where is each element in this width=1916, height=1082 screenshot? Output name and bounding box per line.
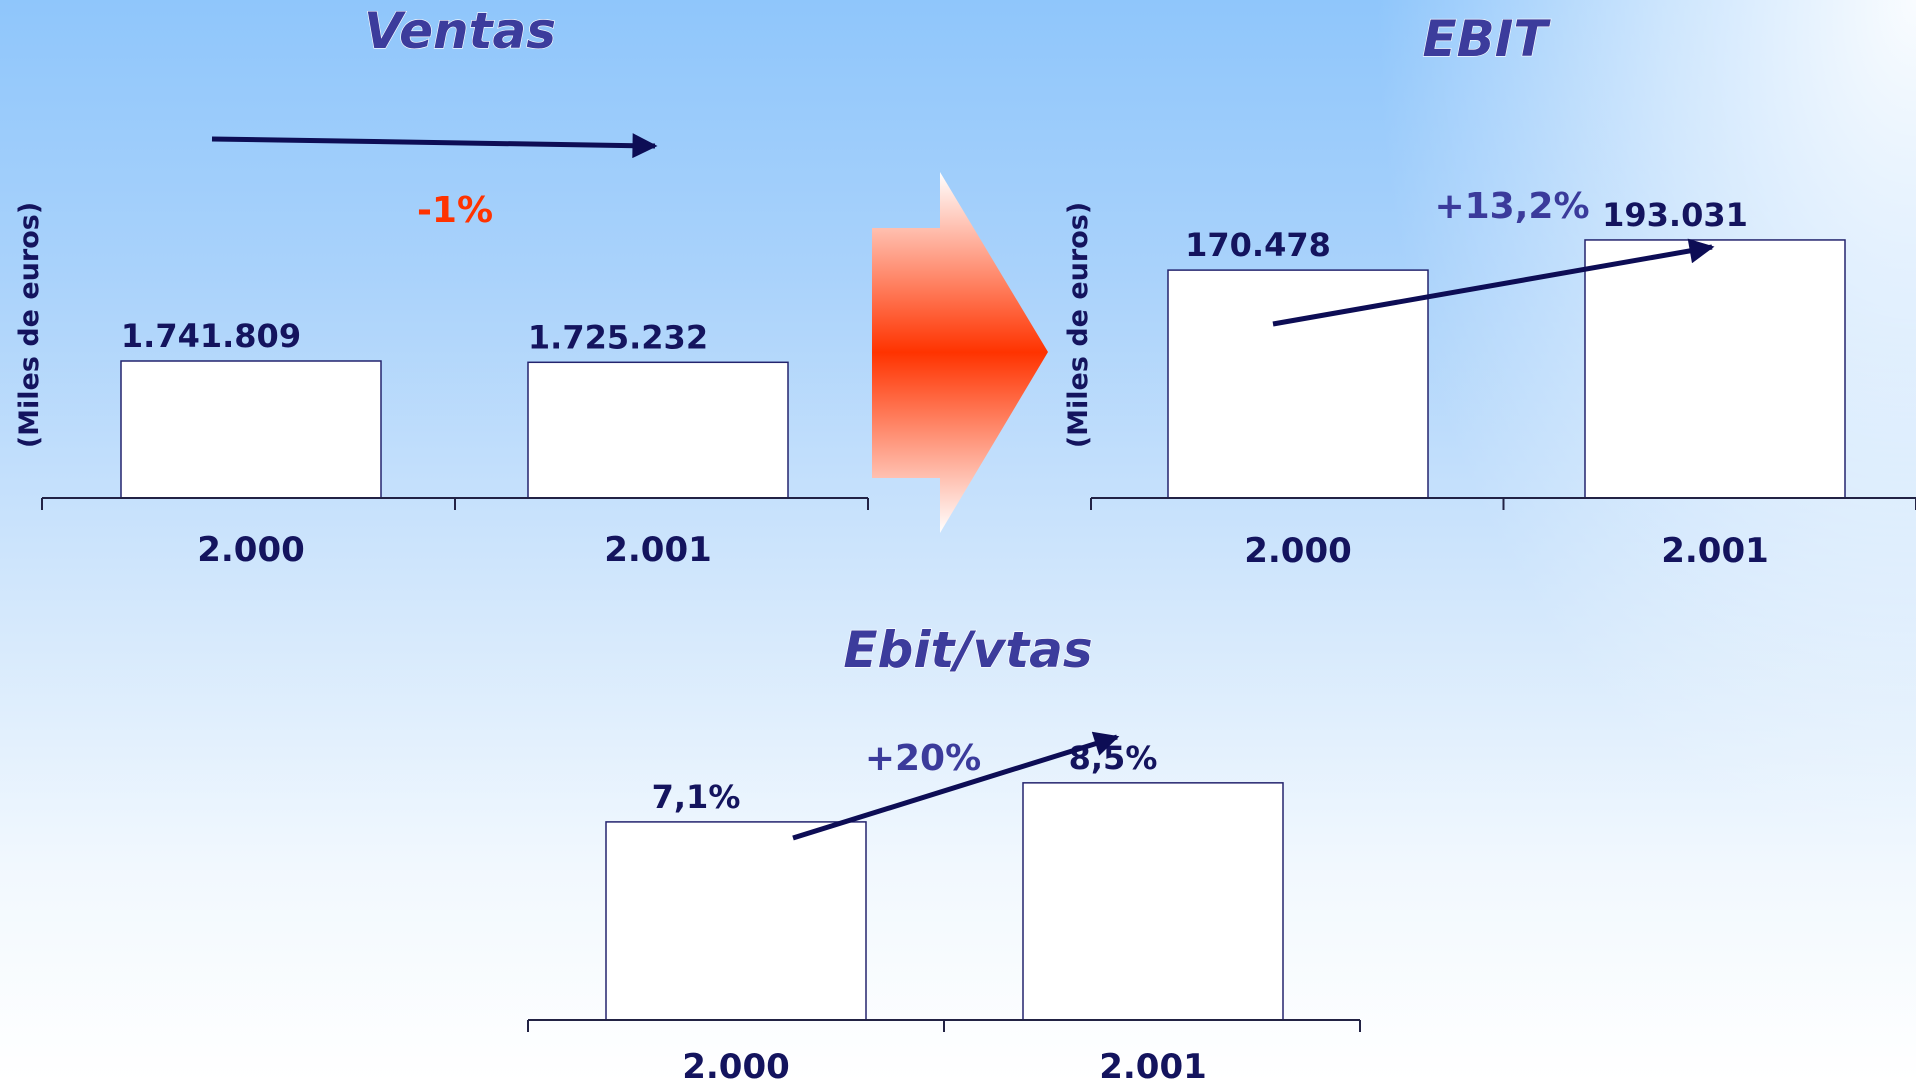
chart-ventas: Ventas (Miles de euros) 1.741.809 2.000 1.72… — [14, 1, 869, 570]
bar-2001 — [527, 361, 789, 499]
y-axis-title: (Miles de euros) — [1063, 202, 1094, 448]
chart-title: Ventas — [364, 2, 556, 60]
data-label: 193.031 — [1602, 196, 1748, 234]
right-arrow-icon — [872, 172, 1048, 533]
data-label: 1.725.232 — [528, 318, 708, 356]
trend-arrow — [1272, 238, 1715, 327]
data-label: 8,5% — [1069, 739, 1158, 777]
trend-arrow — [792, 731, 1120, 841]
bar-2001 — [1584, 239, 1846, 499]
x-tick-label: 2.001 — [604, 530, 712, 570]
x-tick-label: 2.001 — [1099, 1047, 1207, 1082]
change-label: +13,2% — [1434, 186, 1589, 227]
bar-2001 — [1022, 782, 1284, 1021]
x-tick-label: 2.001 — [1661, 531, 1769, 571]
chart-ebit: EBIT (Miles de euros) 170.478 2.000 193.031 2… — [1063, 9, 1916, 571]
x-tick-label: 2.000 — [1244, 531, 1352, 571]
change-label: +20% — [865, 738, 981, 779]
change-label: -1% — [417, 190, 493, 231]
chart-ebit-vtas: Ebit/vtas 7,1% 2.000 8,5% 2.001 +20% — [527, 620, 1361, 1082]
bar-2000 — [1167, 269, 1429, 499]
trend-arrow — [211, 133, 658, 159]
data-label: 1.741.809 — [121, 317, 301, 355]
y-axis-title: (Miles de euros) — [14, 202, 45, 448]
x-tick-label: 2.000 — [197, 530, 305, 570]
chart-title: Ebit/vtas — [843, 621, 1092, 679]
data-label: 170.478 — [1185, 226, 1331, 264]
x-tick-label: 2.000 — [682, 1047, 790, 1082]
bar-2000 — [605, 821, 867, 1021]
chart-title: EBIT — [1423, 10, 1552, 68]
bar-2000 — [120, 360, 382, 499]
data-label: 7,1% — [652, 778, 741, 816]
